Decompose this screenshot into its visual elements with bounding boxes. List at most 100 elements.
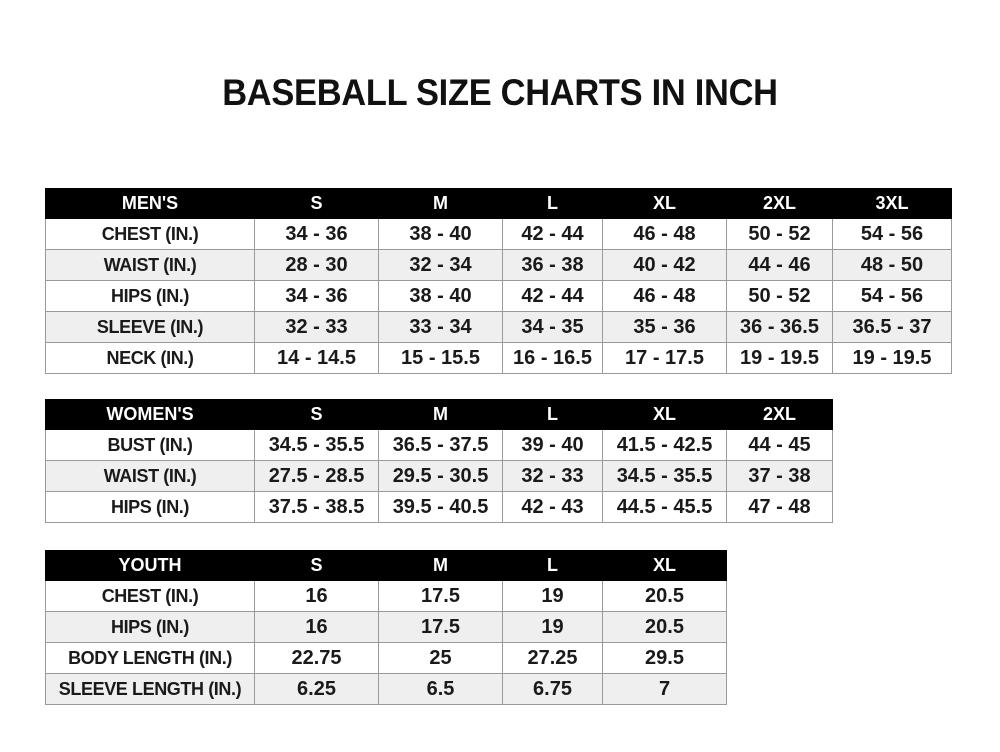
measurement-label: NECK (IN.) — [45, 342, 255, 374]
table-row: BODY LENGTH (IN.) 22.75 25 27.25 29.5 — [45, 642, 727, 674]
size-value: 44 - 46 — [726, 249, 833, 281]
measurement-label: HIPS (IN.) — [45, 280, 255, 312]
mens-size-table: MEN'S S M L XL 2XL 3XL CHEST (IN.) 34 - 36 38 - 4… — [45, 188, 952, 374]
measurement-label: BUST (IN.) — [45, 429, 255, 461]
size-value: 6.5 — [378, 673, 503, 705]
size-value: 38 - 40 — [378, 280, 503, 312]
size-value: 36.5 - 37 — [832, 311, 952, 343]
size-value: 34.5 - 35.5 — [254, 429, 379, 461]
size-value: 29.5 — [602, 642, 727, 674]
womens-size-table: WOMEN'S S M L XL 2XL BUST (IN.) 34.5 - 35.5 36.5… — [45, 399, 833, 523]
size-value: 44 - 45 — [726, 429, 833, 461]
size-value: 42 - 44 — [502, 280, 603, 312]
size-value: 32 - 33 — [502, 460, 603, 492]
size-header: L — [502, 550, 603, 581]
size-header: S — [254, 188, 379, 219]
youth-size-table: YOUTH S M L XL CHEST (IN.) 16 17.5 19 20.5 HIPS (I… — [45, 550, 727, 705]
measurement-label: HIPS (IN.) — [45, 611, 255, 643]
size-value: 40 - 42 — [602, 249, 727, 281]
size-header: 3XL — [832, 188, 952, 219]
size-header: M — [378, 188, 503, 219]
size-value: 16 — [254, 580, 379, 612]
size-header: L — [502, 399, 603, 430]
size-value: 32 - 33 — [254, 311, 379, 343]
size-header: 2XL — [726, 399, 833, 430]
size-value: 36 - 36.5 — [726, 311, 833, 343]
size-value: 32 - 34 — [378, 249, 503, 281]
size-value: 50 - 52 — [726, 218, 833, 250]
category-header: YOUTH — [45, 550, 255, 581]
measurement-label: CHEST (IN.) — [45, 218, 255, 250]
size-value: 20.5 — [602, 580, 727, 612]
size-value: 37 - 38 — [726, 460, 833, 492]
table-row: SLEEVE (IN.) 32 - 33 33 - 34 34 - 35 35 - 36… — [45, 311, 952, 343]
size-value: 46 - 48 — [602, 280, 727, 312]
size-value: 35 - 36 — [602, 311, 727, 343]
size-value: 28 - 30 — [254, 249, 379, 281]
category-header: WOMEN'S — [45, 399, 255, 430]
measurement-label: BODY LENGTH (IN.) — [45, 642, 255, 674]
page-title: BASEBALL SIZE CHARTS IN INCH — [222, 72, 778, 113]
table-row: BUST (IN.) 34.5 - 35.5 36.5 - 37.5 39 - 40 4… — [45, 429, 833, 461]
category-header: MEN'S — [45, 188, 255, 219]
size-value: 34 - 36 — [254, 280, 379, 312]
size-value: 54 - 56 — [832, 280, 952, 312]
size-value: 17 - 17.5 — [602, 342, 727, 374]
size-value: 25 — [378, 642, 503, 674]
size-value: 22.75 — [254, 642, 379, 674]
size-value: 36 - 38 — [502, 249, 603, 281]
table-row: HIPS (IN.) 16 17.5 19 20.5 — [45, 611, 727, 643]
size-value: 37.5 - 38.5 — [254, 491, 379, 523]
size-header: XL — [602, 188, 727, 219]
measurement-label: HIPS (IN.) — [45, 491, 255, 523]
size-value: 48 - 50 — [832, 249, 952, 281]
size-value: 54 - 56 — [832, 218, 952, 250]
measurement-label: CHEST (IN.) — [45, 580, 255, 612]
size-value: 6.25 — [254, 673, 379, 705]
table-row: WAIST (IN.) 28 - 30 32 - 34 36 - 38 40 - 42 4… — [45, 249, 952, 281]
table-row: CHEST (IN.) 16 17.5 19 20.5 — [45, 580, 727, 612]
size-value: 19 - 19.5 — [832, 342, 952, 374]
size-value: 42 - 43 — [502, 491, 603, 523]
size-value: 27.25 — [502, 642, 603, 674]
table-row: HIPS (IN.) 34 - 36 38 - 40 42 - 44 46 - 48 50… — [45, 280, 952, 312]
table-row: WAIST (IN.) 27.5 - 28.5 29.5 - 30.5 32 - 33… — [45, 460, 833, 492]
size-value: 39 - 40 — [502, 429, 603, 461]
size-value: 34 - 36 — [254, 218, 379, 250]
measurement-label: WAIST (IN.) — [45, 460, 255, 492]
size-value: 29.5 - 30.5 — [378, 460, 503, 492]
size-value: 50 - 52 — [726, 280, 833, 312]
header-row: MEN'S S M L XL 2XL 3XL — [45, 188, 952, 219]
measurement-label: SLEEVE (IN.) — [45, 311, 255, 343]
size-value: 42 - 44 — [502, 218, 603, 250]
size-value: 7 — [602, 673, 727, 705]
size-value: 27.5 - 28.5 — [254, 460, 379, 492]
size-value: 47 - 48 — [726, 491, 833, 523]
size-value: 17.5 — [378, 611, 503, 643]
size-value: 38 - 40 — [378, 218, 503, 250]
size-header: 2XL — [726, 188, 833, 219]
size-value: 17.5 — [378, 580, 503, 612]
size-value: 16 — [254, 611, 379, 643]
size-value: 39.5 - 40.5 — [378, 491, 503, 523]
size-value: 6.75 — [502, 673, 603, 705]
size-header: XL — [602, 399, 727, 430]
size-value: 41.5 - 42.5 — [602, 429, 727, 461]
size-value: 16 - 16.5 — [502, 342, 603, 374]
table-row: SLEEVE LENGTH (IN.) 6.25 6.5 6.75 7 — [45, 673, 727, 705]
size-value: 15 - 15.5 — [378, 342, 503, 374]
size-value: 33 - 34 — [378, 311, 503, 343]
size-value: 19 - 19.5 — [726, 342, 833, 374]
size-value: 34 - 35 — [502, 311, 603, 343]
measurement-label: SLEEVE LENGTH (IN.) — [45, 673, 255, 705]
size-header: M — [378, 550, 503, 581]
size-value: 34.5 - 35.5 — [602, 460, 727, 492]
table-row: NECK (IN.) 14 - 14.5 15 - 15.5 16 - 16.5 17 … — [45, 342, 952, 374]
size-value: 19 — [502, 580, 603, 612]
size-value: 46 - 48 — [602, 218, 727, 250]
size-header: S — [254, 399, 379, 430]
table-row: HIPS (IN.) 37.5 - 38.5 39.5 - 40.5 42 - 43 4… — [45, 491, 833, 523]
size-value: 14 - 14.5 — [254, 342, 379, 374]
size-header: S — [254, 550, 379, 581]
table-row: CHEST (IN.) 34 - 36 38 - 40 42 - 44 46 - 48 5… — [45, 218, 952, 250]
